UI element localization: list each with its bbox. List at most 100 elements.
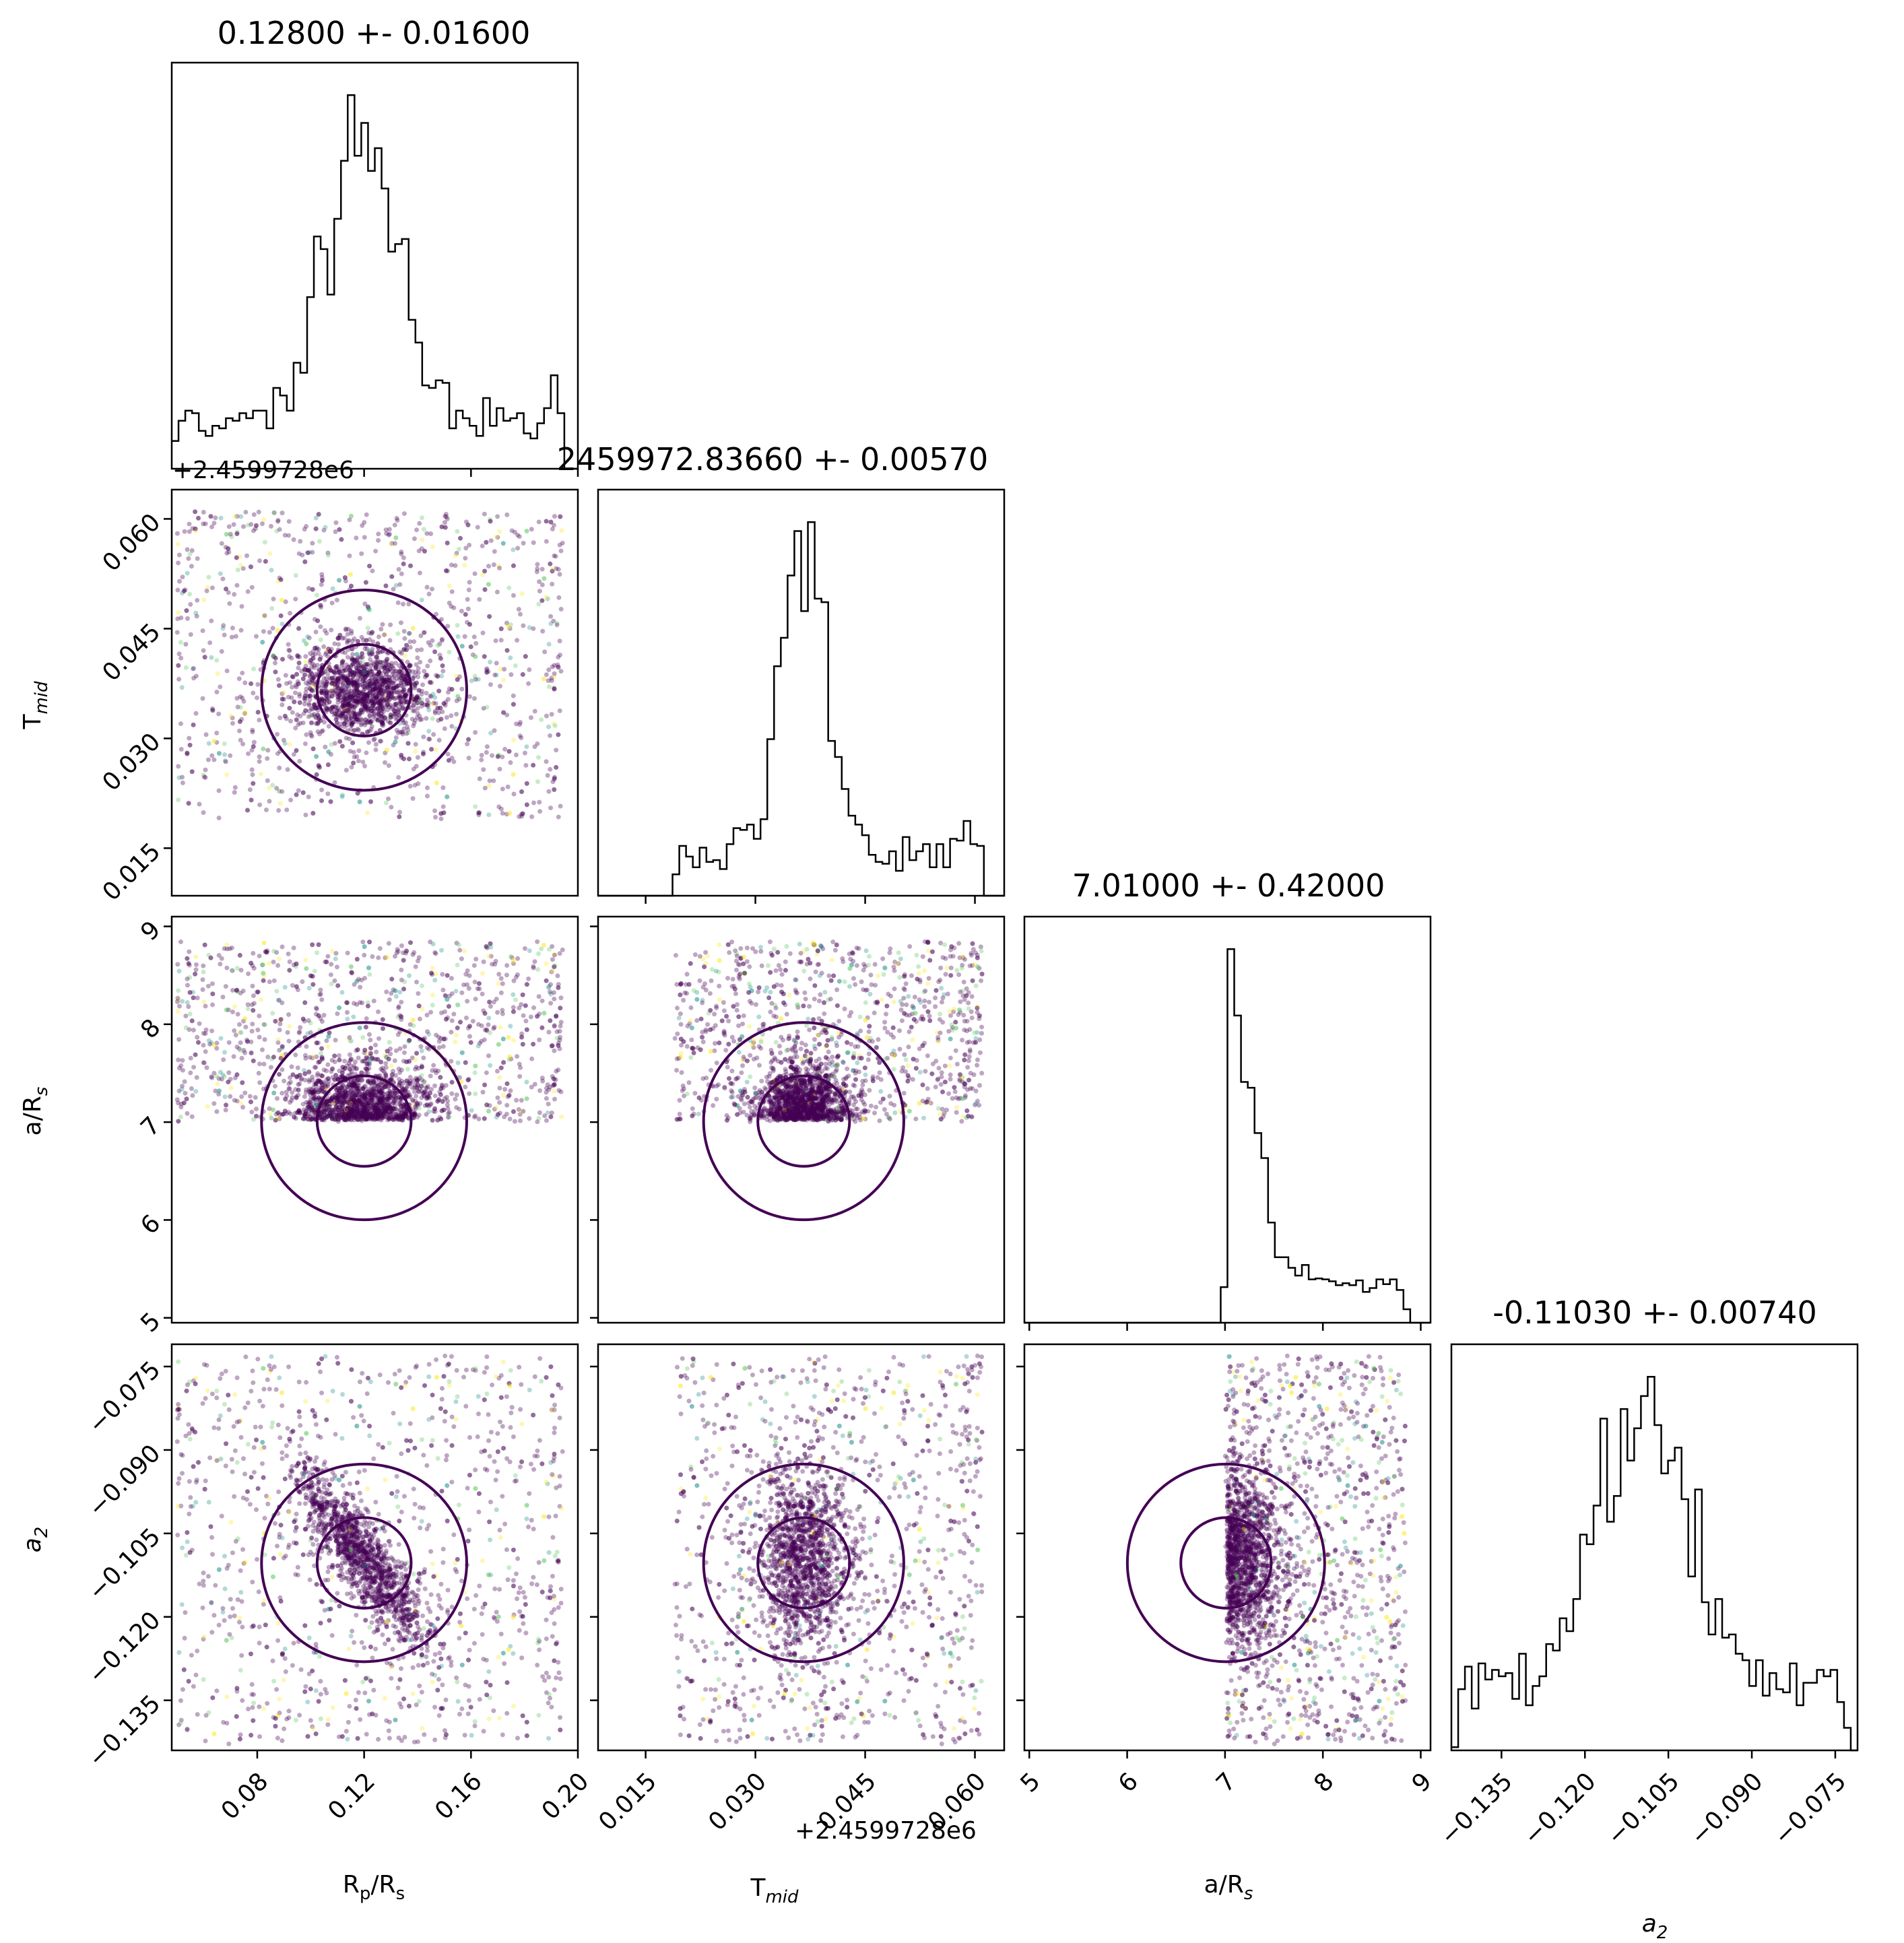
scatter-point [379,1067,384,1072]
scatter-point [346,1094,352,1099]
scatter-point [401,628,407,634]
scatter-point [393,706,399,711]
scatter-point [550,957,555,962]
scatter-point [321,1113,326,1119]
scatter-point [368,669,373,674]
scatter-point [335,1112,341,1117]
scatter-point [174,630,180,635]
scatter-point [220,626,226,631]
scatter-point [444,1094,449,1100]
scatter-point [431,1063,436,1068]
scatter-point [385,657,390,662]
scatter-point [321,1115,327,1121]
scatter-point [382,685,387,690]
panel-frame [1450,1343,1859,1752]
scatter-point [333,1092,338,1098]
scatter-point [484,1027,490,1032]
scatter-point [414,1085,420,1090]
scatter-point [382,1107,387,1113]
scatter-point [524,1027,529,1032]
scatter-point [507,1116,513,1121]
scatter-point [360,1086,366,1091]
scatter-point [374,1109,379,1115]
scatter-point [280,789,285,794]
scatter-point [238,628,244,633]
scatter-point [321,702,327,708]
scatter-point [321,1067,327,1073]
scatter-point [401,694,407,700]
scatter-point [401,756,407,762]
scatter-point [346,1117,352,1122]
scatter-point [309,688,315,693]
scatter-point [371,672,376,678]
scatter-point [375,1099,381,1105]
scatter-point [363,674,368,680]
scatter-point [232,1028,237,1033]
scatter-point [435,705,440,711]
scatter-point [237,719,242,725]
scatter-point [379,709,384,714]
scatter-point [524,781,529,786]
scatter-point [346,1112,351,1117]
scatter-point [532,744,537,750]
scatter-point [376,1090,381,1095]
scatter-point [441,1107,447,1113]
scatter-point [554,748,559,753]
panel-frame [1023,915,1432,1324]
scatter-point [532,959,537,964]
scatter-point [384,678,389,684]
scatter-point [286,694,291,700]
scatter-point [302,667,307,672]
scatter-point [381,1091,386,1096]
scatter-point [334,720,339,725]
scatter-point [296,1109,302,1114]
scatter-point [352,719,357,725]
scatter-point [310,1114,316,1119]
scatter-point [346,626,351,632]
scatter-point [376,679,381,684]
scatter-point [285,1030,290,1035]
scatter-point [341,668,346,673]
scatter-point [339,704,345,709]
scatter-point [195,1040,201,1045]
scatter-point [385,719,391,724]
scatter-point [377,1099,383,1105]
scatter-point [302,696,307,701]
scatter-point [537,1110,542,1115]
scatter-point [390,1096,395,1101]
scatter-point [185,977,190,982]
scatter-point [345,709,350,714]
scatter-point [432,711,438,716]
scatter-point [386,669,391,674]
scatter-point [385,1085,391,1090]
scatter-point [406,1082,412,1087]
scatter-point [346,1037,352,1043]
scatter-point [306,550,312,555]
scatter-point [338,688,343,694]
scatter-point [255,710,261,715]
scatter-point [286,1081,292,1086]
scatter-point [227,946,232,952]
scatter-point [348,1057,354,1062]
scatter-point [379,688,384,693]
scatter-point [309,671,315,676]
scatter-point [430,587,435,592]
scatter-point [343,1108,348,1113]
scatter-point [319,685,324,690]
scatter-point [367,1061,372,1067]
scatter-point [495,514,500,519]
scatter-point [364,1067,370,1072]
scatter-point [373,548,379,554]
scatter-point [312,1096,317,1101]
scatter-point [277,789,282,794]
scatter-point [300,676,306,682]
scatter-point [319,572,325,577]
scatter-point [303,663,308,669]
scatter-point [391,690,397,695]
scatter-point [389,1109,394,1114]
scatter-point [302,1053,308,1058]
scatter-point [381,709,387,715]
scatter-point [362,1094,367,1100]
scatter-point [414,662,419,667]
scatter-point [383,527,389,533]
